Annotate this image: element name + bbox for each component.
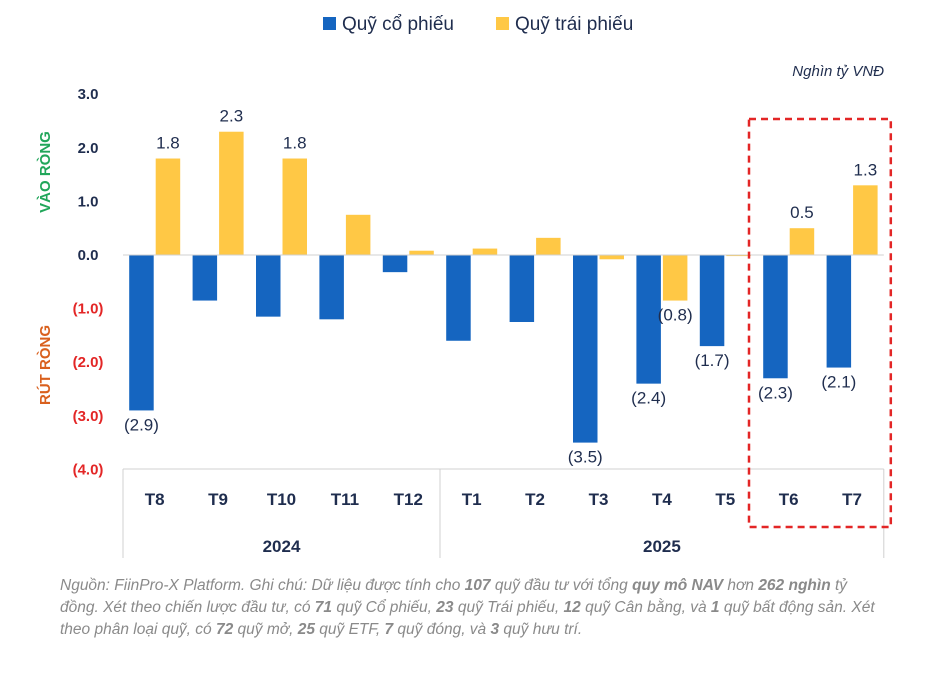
footnote-segment: quỹ bất động sản. Xét theo phân loại quỹ… xyxy=(60,599,875,638)
year-label: 2024 xyxy=(263,537,301,556)
data-label: (2.3) xyxy=(758,383,793,402)
y-tick-label: (3.0) xyxy=(73,408,104,425)
y-tick-label: (2.0) xyxy=(73,354,104,371)
data-label: 2.3 xyxy=(220,107,244,126)
equity-fund-bar-t1 xyxy=(446,255,471,341)
footnote-segment: Dữ liệu được tính cho xyxy=(311,577,465,594)
footnote-segment: Nguồn: FiinPro-X Platform. Ghi chú: xyxy=(60,577,312,594)
footnote-segment: 12 xyxy=(563,599,581,616)
footnote-segment: hơn xyxy=(723,577,759,594)
legend: Quỹ cổ phiếu Quỹ trái phiếu xyxy=(323,14,633,35)
bond-fund-bar-t5 xyxy=(726,255,751,257)
footnote-segment: quỹ hưu trí. xyxy=(499,621,583,638)
bond-fund-bar-t3 xyxy=(599,255,624,260)
bond-fund-bar-t1 xyxy=(472,248,498,255)
footnote-segment: quỹ Cân bằng, và xyxy=(580,599,711,616)
x-tick-label: T3 xyxy=(589,490,609,509)
x-tick-label: T6 xyxy=(779,490,799,509)
y-tick-label: 1.0 xyxy=(78,193,99,210)
equity-fund-bar-t3 xyxy=(573,255,598,443)
x-tick-label: T5 xyxy=(715,490,735,509)
net-inflow-label: VÀO RÒNG xyxy=(36,131,54,213)
equity-fund-bar-t4 xyxy=(636,255,661,384)
footnote-segment: 25 xyxy=(297,621,315,638)
legend-label-bond: Quỹ trái phiếu xyxy=(515,14,633,35)
footnote-segment: quỹ Trái phiếu, xyxy=(453,599,564,616)
bond-fund-bar-t6 xyxy=(789,228,815,255)
footnote-segment: 262 nghìn xyxy=(758,577,831,594)
data-label: (1.7) xyxy=(695,351,730,370)
equity-fund-bar-t9 xyxy=(192,255,218,301)
data-labels: (2.9) 1.8 2.3 1.8 (3.5) (2.4) (0.8) (1.7) (2.3) 0… xyxy=(124,107,877,467)
y-tick-label: 3.0 xyxy=(78,86,99,103)
data-label: 1.8 xyxy=(156,134,180,153)
bond-fund-bar-t11 xyxy=(345,214,371,255)
footnote-segment: 71 xyxy=(314,599,333,616)
y-tick-label: 0.0 xyxy=(78,247,99,264)
footnote-segment: quỹ Cổ phiếu, xyxy=(332,599,437,616)
equity-fund-bar-t11 xyxy=(319,255,344,320)
legend-label-equity: Quỹ cổ phiếu xyxy=(342,14,454,35)
footnote: Nguồn: FiinPro-X Platform. Ghi chú: Dữ l… xyxy=(60,575,880,641)
equity-fund-bar-t2 xyxy=(509,255,535,322)
equity-fund-bar-t10 xyxy=(256,255,281,317)
footnote-segment: quy mô NAV xyxy=(632,577,724,594)
data-label: (0.8) xyxy=(658,306,693,325)
data-label: 0.5 xyxy=(790,203,814,222)
bars xyxy=(129,131,878,443)
footnote-segment: 7 xyxy=(384,621,394,638)
x-tick-label: T8 xyxy=(145,490,165,509)
equity-fund-bar-t7 xyxy=(826,255,852,368)
footnote-segment: quỹ ETF, xyxy=(314,621,385,638)
equity-fund-bar-t6 xyxy=(763,255,788,379)
footnote-segment: 23 xyxy=(436,599,454,616)
year-label: 2025 xyxy=(643,537,681,556)
bond-fund-bar-t9 xyxy=(219,131,244,255)
x-tick-label: T7 xyxy=(842,490,862,509)
footnote-segment: 72 xyxy=(215,621,234,638)
x-axis: T8 T9 T10 T11 T12 T1 T2 T3 T4 T5 T6 T7 2024 2025 xyxy=(122,254,885,558)
data-label: (3.5) xyxy=(568,448,603,467)
equity-fund-bar-t12 xyxy=(382,255,408,273)
footnote-segment: quỹ đóng, và xyxy=(393,621,491,638)
footnote-segment: tỷ đồng. Xét theo chiến lược đầu tư, có xyxy=(60,577,848,616)
x-tick-label: T2 xyxy=(525,490,545,509)
data-label: 1.8 xyxy=(283,134,307,153)
y-tick-label: 2.0 xyxy=(78,140,99,157)
bond-fund-bar-t4 xyxy=(662,255,688,301)
bond-fund-bar-t12 xyxy=(409,250,434,255)
bond-fund-bar-t10 xyxy=(282,158,307,255)
bond-fund-bar-t2 xyxy=(536,237,561,255)
footnote-segment: 3 xyxy=(490,621,500,638)
equity-fund-bar-t5 xyxy=(699,255,725,347)
net-outflow-label: RÚT RÒNG xyxy=(36,325,54,405)
bond-fund-bar-t8 xyxy=(155,158,181,255)
data-label: (2.1) xyxy=(821,373,856,392)
x-tick-label: T10 xyxy=(267,490,296,509)
footnote-segment: quỹ mở, xyxy=(233,621,298,638)
legend-swatch-bond xyxy=(496,17,509,30)
legend-swatch-equity xyxy=(323,17,336,30)
x-tick-label: T9 xyxy=(208,490,228,509)
data-label: (2.9) xyxy=(124,415,159,434)
unit-label: Nghìn tỷ VNĐ xyxy=(792,63,884,80)
footnote-segment: 107 xyxy=(464,577,491,594)
x-tick-label: T4 xyxy=(652,490,672,509)
data-label: (2.4) xyxy=(631,389,666,408)
data-label: 1.3 xyxy=(854,160,878,179)
fund-flow-chart: Quỹ cổ phiếu Quỹ trái phiếu Nghìn tỷ VNĐ… xyxy=(36,14,893,558)
y-axis: 3.0 2.0 1.0 0.0 (1.0) (2.0) (3.0) (4.0) xyxy=(73,86,104,478)
y-tick-label: (4.0) xyxy=(73,461,104,478)
footnote-segment: quỹ đầu tư với tổng xyxy=(490,577,633,594)
x-tick-label: T1 xyxy=(462,490,482,509)
x-tick-label: T12 xyxy=(394,490,423,509)
equity-fund-bar-t8 xyxy=(129,255,154,411)
x-tick-label: T11 xyxy=(331,490,359,509)
bond-fund-bar-t7 xyxy=(853,185,878,255)
footnote-segment: 1 xyxy=(710,599,720,616)
y-tick-label: (1.0) xyxy=(73,301,104,318)
